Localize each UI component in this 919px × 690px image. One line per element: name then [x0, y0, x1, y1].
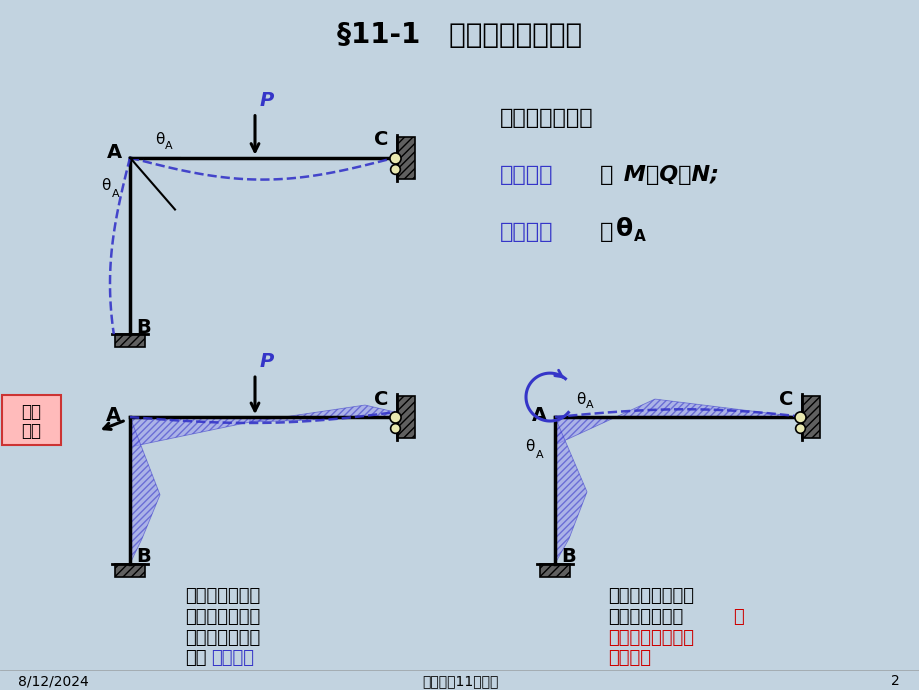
Text: 一致性。: 一致性。 [607, 649, 651, 667]
Text: 附加刚臂限制结: 附加刚臂限制结 [185, 586, 260, 604]
Bar [115, 564, 145, 577]
Bar [397, 137, 414, 179]
Text: A: A [633, 229, 645, 244]
Text: P: P [260, 91, 274, 110]
Text: 位移效应: 位移效应 [499, 222, 553, 242]
Text: θ: θ [575, 391, 585, 406]
Text: 荷载效应包括：: 荷载效应包括： [499, 108, 593, 128]
Text: 点位移，荷载作: 点位移，荷载作 [185, 608, 260, 626]
Polygon shape [250, 405, 394, 422]
Text: A: A [165, 141, 173, 150]
Text: 生的角位移，以: 生的角位移，以 [607, 608, 683, 626]
Polygon shape [554, 399, 800, 445]
Text: C: C [373, 390, 388, 408]
Text: B: B [561, 547, 575, 566]
Polygon shape [554, 417, 586, 564]
Text: 产生: 产生 [185, 649, 206, 667]
Text: A: A [106, 406, 120, 424]
Text: θ: θ [616, 217, 632, 241]
Text: 现结点位移状态的: 现结点位移状态的 [607, 629, 693, 647]
Text: 结构力学11位移法: 结构力学11位移法 [421, 674, 498, 689]
Text: §11-1   位移法的基本概念: §11-1 位移法的基本概念 [337, 21, 582, 49]
Text: 8/12/2024: 8/12/2024 [18, 674, 88, 689]
Text: C: C [778, 390, 792, 408]
Bar [115, 334, 145, 347]
Text: B: B [137, 317, 152, 337]
Polygon shape [130, 417, 160, 564]
Text: M、Q、N;: M、Q、N; [616, 165, 719, 185]
Text: θ: θ [155, 132, 165, 147]
Bar [397, 396, 414, 438]
Bar [539, 564, 570, 577]
Text: 内力效应: 内力效应 [499, 165, 553, 185]
Text: 用下附加刚臂上: 用下附加刚臂上 [185, 629, 260, 647]
Text: 附加力矩: 附加力矩 [210, 649, 254, 667]
Bar [801, 396, 819, 438]
Text: A: A [531, 406, 546, 424]
FancyBboxPatch shape [2, 395, 61, 445]
Text: 附加: 附加 [21, 403, 41, 421]
Text: P: P [260, 352, 274, 371]
Text: 施加力偶使结点产: 施加力偶使结点产 [607, 586, 693, 604]
Text: ：: ： [599, 165, 613, 185]
Text: C: C [373, 130, 388, 149]
Text: A: A [536, 450, 543, 460]
Text: A: A [585, 400, 593, 410]
Text: A: A [112, 188, 119, 199]
Text: A: A [107, 143, 121, 162]
Text: 2: 2 [891, 674, 899, 689]
Text: B: B [137, 547, 152, 566]
Text: θ: θ [101, 178, 110, 193]
Text: ：: ： [599, 222, 613, 242]
Polygon shape [130, 417, 394, 447]
Text: θ: θ [525, 440, 534, 455]
Text: 刚臂: 刚臂 [21, 422, 41, 440]
Text: 实: 实 [732, 608, 743, 626]
